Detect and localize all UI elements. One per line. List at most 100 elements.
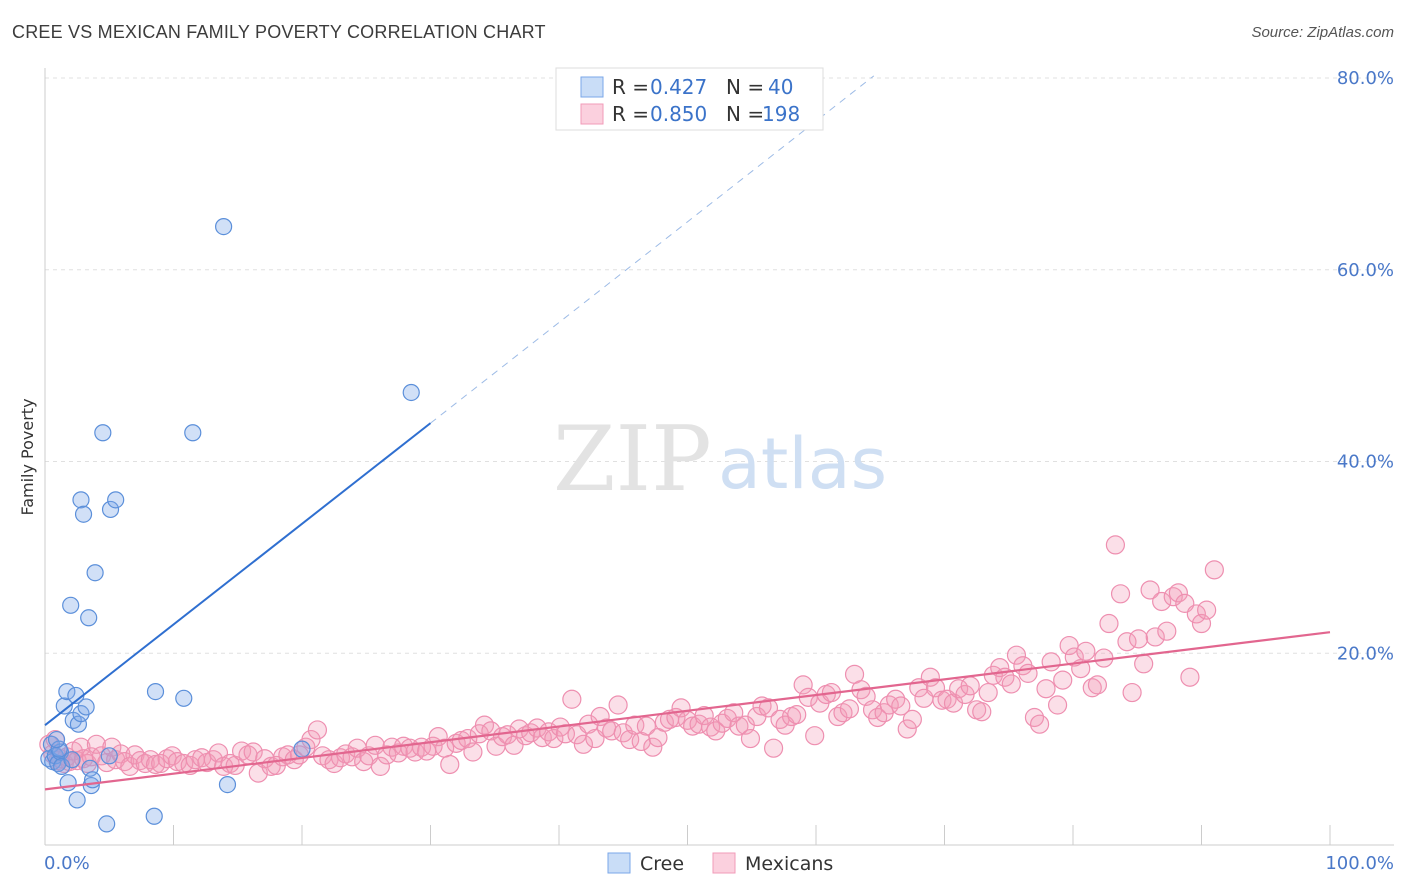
mexicans-point [787, 705, 807, 725]
mexicans-point [793, 675, 813, 695]
mexicans-trend-line [44, 631, 1331, 791]
mexicans-point [643, 737, 663, 757]
mexicans-point [180, 755, 200, 776]
cree-point [58, 682, 76, 701]
mexicans-point [1059, 635, 1079, 656]
mexicans-point [1204, 560, 1224, 580]
legend-cree-r-value: 0.427 [650, 75, 707, 99]
mexicans-point [805, 726, 825, 746]
x-tick-label-max: 100.0% [1325, 853, 1394, 874]
mexicans-point [636, 716, 656, 736]
cree-point [107, 491, 125, 509]
cree-point [74, 505, 93, 523]
bottom-legend-mexicans: Mexicans [745, 853, 833, 875]
mexicans-point [960, 676, 980, 696]
mexicans-point [463, 742, 483, 762]
mexicans-point [1197, 600, 1217, 620]
legend-mexicans-r-value: 0.850 [650, 102, 707, 126]
mexicans-point [1082, 678, 1102, 698]
cree-point [63, 751, 81, 769]
bottom-legend-cree: Cree [640, 853, 684, 875]
mexicans-point [135, 753, 155, 774]
bottom-legend: Cree Mexicans [607, 852, 833, 875]
y-tick-label: 60.0% [1337, 260, 1394, 281]
source-label: Source: ZipAtlas.com [1251, 24, 1394, 41]
mexicans-point [1053, 670, 1073, 690]
mexicans-point [1047, 695, 1068, 715]
cree-point [80, 609, 98, 627]
mexicans-point [1117, 632, 1137, 652]
mexicans-point [729, 716, 749, 736]
mexicans-point [972, 702, 992, 722]
cree-point [55, 697, 73, 715]
cree-point [402, 383, 420, 402]
mexicans-point [120, 756, 140, 776]
mexicans-point [902, 709, 922, 730]
legend-mexicans-n-value: 198 [762, 102, 800, 126]
mexicans-point [1018, 663, 1038, 683]
mexicans-point [740, 728, 761, 749]
mexicans-point [978, 682, 998, 703]
mexicans-point [758, 698, 779, 718]
cree-point [94, 424, 112, 442]
x-tick-label-min: 0.0% [44, 853, 90, 874]
mexicans-point [1140, 580, 1160, 600]
mexicans-point [1122, 682, 1142, 703]
x-ticks [44, 825, 1331, 845]
cree-point [77, 698, 95, 716]
mexicans-point [71, 737, 91, 757]
mexicans-point [839, 699, 860, 719]
cree-point [175, 689, 193, 707]
mexicans-point [1006, 645, 1027, 665]
mexicans-point [1145, 627, 1165, 647]
mexicans-point [1029, 714, 1050, 734]
bottom-legend-swatch-mexicans [712, 852, 736, 874]
mexicans-point [301, 729, 321, 750]
mexicans-point [544, 728, 564, 749]
watermark-zip: ZIP [553, 407, 712, 512]
y-tick-label: 20.0% [1337, 643, 1394, 664]
cree-point [101, 500, 120, 519]
cree-point [50, 740, 68, 758]
mexicans-point [706, 721, 726, 741]
legend-cree-n-label: N = [726, 75, 764, 99]
mexicans-point [370, 756, 390, 776]
legend-swatch-cree [580, 76, 604, 98]
mexicans-point [1036, 679, 1056, 699]
cree-point [72, 491, 90, 509]
mexicans-point [162, 746, 182, 766]
mexicans-point [1001, 674, 1021, 694]
mexicans-point [1168, 583, 1188, 603]
mexicans-point [562, 689, 582, 709]
mexicans-point [1157, 621, 1177, 641]
legend-mexicans-r-label: R = [612, 102, 649, 126]
mexicans-point [1087, 675, 1108, 695]
mexicans-point [307, 720, 328, 740]
cree-trend-line [44, 422, 432, 726]
y-tick-labels: 20.0% 40.0% 60.0% 80.0% [1337, 68, 1394, 664]
mexicans-point [1099, 613, 1119, 634]
top-legend: R = 0.427 N = 40 R = 0.850 N = 198 [555, 67, 824, 131]
cree-point [215, 218, 233, 236]
y-axis-label: Family Poverty [18, 398, 37, 515]
mexicans-point [1041, 652, 1061, 672]
mexicans-point [1064, 647, 1084, 667]
cree-point [146, 682, 165, 701]
mexicans-point [828, 706, 848, 727]
mexicans-point [608, 695, 628, 715]
mexicans-point [1180, 667, 1200, 687]
cree-points [40, 218, 420, 833]
watermark-atlas: atlas [718, 423, 887, 505]
mexicans-point [1134, 654, 1154, 674]
mexicans-point [1128, 629, 1149, 649]
y-tick-label: 40.0% [1337, 452, 1394, 473]
mexicans-point [694, 705, 714, 726]
mexicans-points [39, 535, 1224, 783]
cree-point [98, 815, 116, 833]
mexicans-point [1110, 584, 1131, 604]
mexicans-point [763, 738, 784, 758]
mexicans-point [1186, 604, 1206, 624]
mexicans-point [573, 734, 594, 754]
legend-mexicans-n-label: N = [726, 102, 764, 126]
